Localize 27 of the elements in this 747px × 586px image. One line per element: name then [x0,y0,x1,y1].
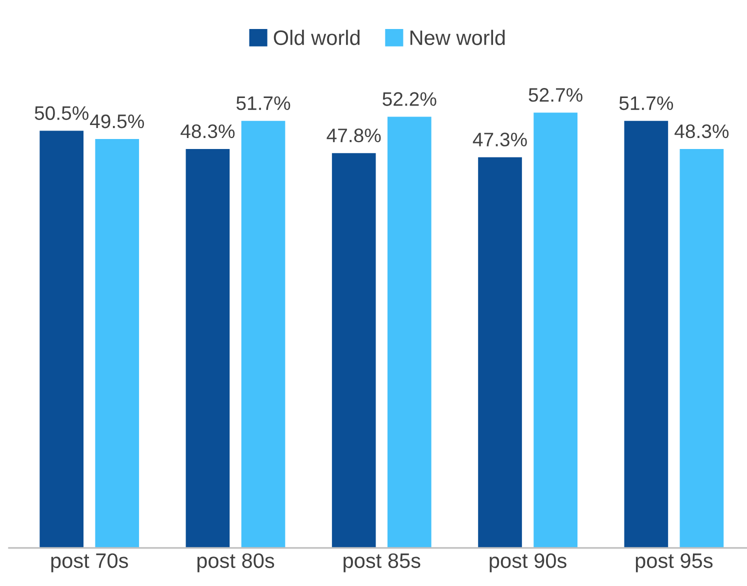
data-label: 52.7% [528,88,582,102]
x-tick-label: post 85s [344,553,420,572]
bar [186,148,230,548]
bar [624,120,668,548]
data-label: 48.3% [674,124,729,138]
x-tick-label: post 70s [51,553,128,572]
data-label: 47.3% [472,132,527,146]
legend-label: New world [410,30,505,46]
bar [95,139,140,548]
data-label: 51.7% [236,96,290,110]
data-label: 48.3% [180,124,235,138]
data-label: 49.5% [90,114,144,128]
data-label: 51.7% [619,96,674,110]
bar [534,112,578,548]
x-tick-label: post 90s [490,553,566,572]
bar [680,148,724,548]
data-label: 50.5% [34,106,88,120]
bar [332,153,376,548]
x-tick-label: post 95s [636,553,713,572]
data-label: 52.2% [382,92,436,106]
bar [478,157,522,548]
data-label: 47.8% [326,128,381,142]
bar [241,120,286,548]
bar [387,116,432,548]
legend-label: Old world [274,30,360,46]
x-tick-label: post 80s [197,553,274,572]
bar [40,130,84,548]
